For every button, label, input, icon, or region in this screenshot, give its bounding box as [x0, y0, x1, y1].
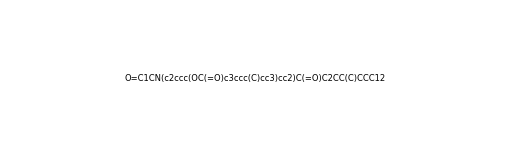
Text: O=C1CN(c2ccc(OC(=O)c3ccc(C)cc3)cc2)C(=O)C2CC(C)CCC12: O=C1CN(c2ccc(OC(=O)c3ccc(C)cc3)cc2)C(=O)…: [124, 75, 385, 84]
